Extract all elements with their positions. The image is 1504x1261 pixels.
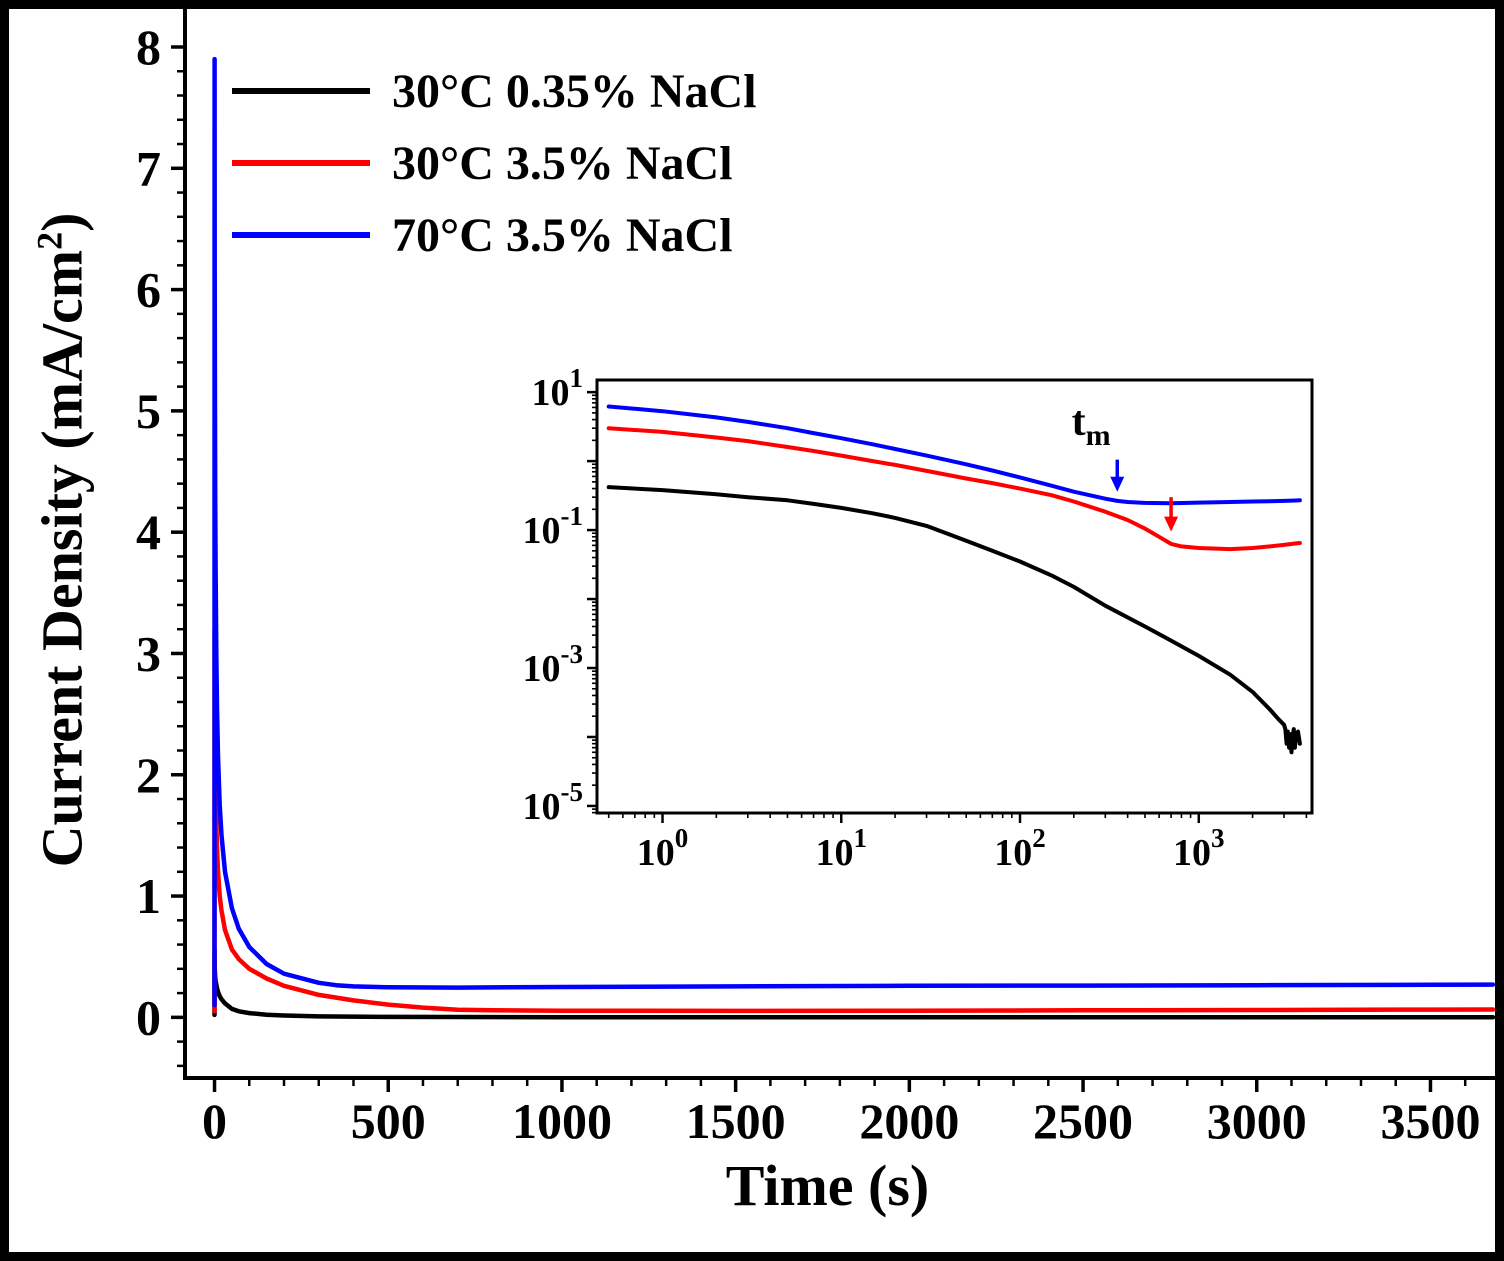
legend-label: 30°C 3.5% NaCl (392, 136, 733, 190)
svg-text:101: 101 (816, 823, 868, 874)
svg-text:2500: 2500 (1033, 1093, 1133, 1149)
svg-text:2: 2 (136, 747, 161, 803)
legend-label: 70°C 3.5% NaCl (392, 208, 733, 262)
legend-line-sample-red (232, 160, 370, 166)
svg-text:8: 8 (136, 19, 161, 75)
svg-text:3000: 3000 (1207, 1093, 1307, 1149)
legend-item: 30°C 3.5% NaCl (232, 132, 757, 194)
y-axis-title-text: Current Density (mA/cm (29, 249, 95, 868)
svg-text:100: 100 (637, 823, 689, 874)
legend-line-sample-black (232, 88, 370, 94)
legend-item: 70°C 3.5% NaCl (232, 204, 757, 266)
svg-text:10-5: 10-5 (523, 777, 584, 828)
svg-text:10-1: 10-1 (523, 501, 584, 552)
legend: 30°C 0.35% NaCl 30°C 3.5% NaCl 70°C 3.5%… (232, 60, 757, 266)
x-axis-title: Time (s) (725, 1153, 930, 1218)
svg-text:10-3: 10-3 (523, 639, 584, 690)
svg-text:5: 5 (136, 383, 161, 439)
svg-text:1500: 1500 (686, 1093, 786, 1149)
svg-text:0: 0 (136, 989, 161, 1045)
y-axis-title-superscript: 2 (29, 231, 70, 250)
svg-text:103: 103 (1173, 823, 1225, 874)
y-axis-title: Current Density (mA/cm2) (28, 213, 95, 868)
svg-text:2000: 2000 (859, 1093, 959, 1149)
svg-text:6: 6 (136, 262, 161, 318)
svg-text:102: 102 (994, 823, 1046, 874)
svg-text:3500: 3500 (1380, 1093, 1480, 1149)
svg-text:1: 1 (136, 868, 161, 924)
legend-item: 30°C 0.35% NaCl (232, 60, 757, 122)
svg-text:101: 101 (532, 363, 584, 414)
svg-text:4: 4 (136, 504, 161, 560)
svg-text:1000: 1000 (512, 1093, 612, 1149)
svg-text:tm: tm (1072, 399, 1111, 452)
legend-line-sample-blue (232, 232, 370, 238)
svg-text:0: 0 (202, 1093, 227, 1149)
svg-text:3: 3 (136, 625, 161, 681)
y-axis-title-close: ) (29, 212, 95, 232)
svg-text:7: 7 (136, 140, 161, 196)
legend-label: 30°C 0.35% NaCl (392, 64, 757, 118)
svg-text:500: 500 (351, 1093, 426, 1149)
